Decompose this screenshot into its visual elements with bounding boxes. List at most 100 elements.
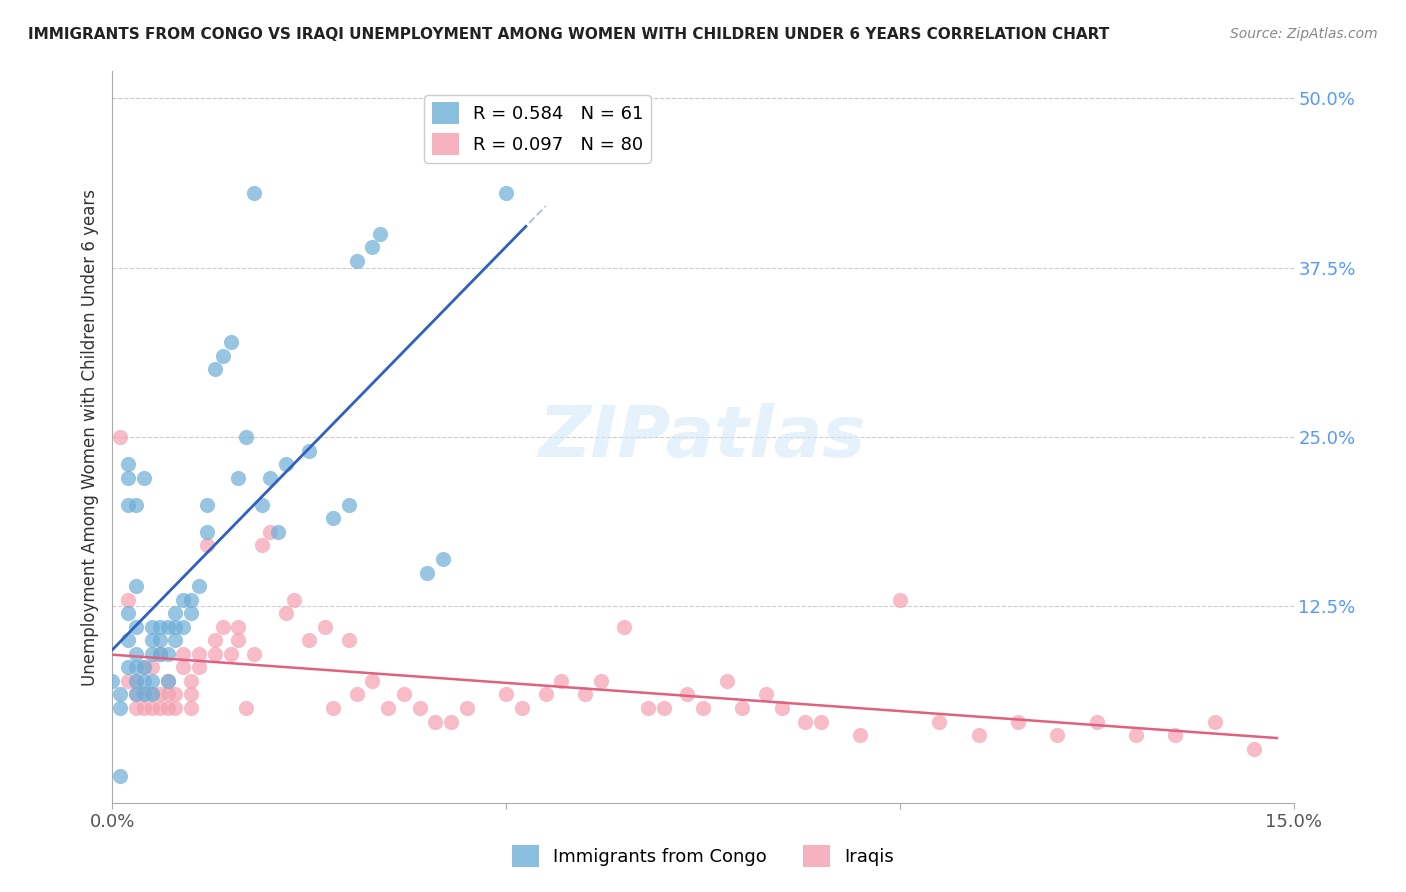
- Point: [322, 511, 344, 525]
- Point: [110, 769, 132, 783]
- Point: [141, 633, 163, 648]
- Point: [117, 660, 139, 674]
- Point: [125, 688, 148, 702]
- Point: [156, 701, 179, 715]
- Point: [125, 701, 148, 715]
- Point: [314, 620, 336, 634]
- Point: [165, 606, 187, 620]
- Point: [117, 673, 139, 688]
- Point: [219, 335, 242, 350]
- Point: [692, 701, 714, 715]
- Point: [141, 688, 163, 702]
- Point: [495, 688, 517, 702]
- Point: [180, 592, 202, 607]
- Point: [235, 430, 257, 444]
- Point: [534, 688, 557, 702]
- Point: [228, 633, 250, 648]
- Point: [125, 660, 148, 674]
- Point: [125, 647, 148, 661]
- Point: [889, 592, 911, 607]
- Point: [110, 701, 132, 715]
- Point: [156, 688, 179, 702]
- Point: [250, 498, 273, 512]
- Point: [337, 633, 360, 648]
- Point: [298, 633, 321, 648]
- Point: [377, 701, 399, 715]
- Point: [228, 471, 250, 485]
- Point: [180, 701, 202, 715]
- Point: [1046, 728, 1069, 742]
- Point: [132, 660, 155, 674]
- Point: [204, 362, 226, 376]
- Point: [101, 673, 124, 688]
- Point: [149, 620, 172, 634]
- Point: [416, 566, 439, 580]
- Point: [613, 620, 636, 634]
- Point: [195, 538, 218, 552]
- Point: [132, 660, 155, 674]
- Point: [141, 673, 163, 688]
- Point: [392, 688, 415, 702]
- Point: [165, 701, 187, 715]
- Point: [1243, 741, 1265, 756]
- Point: [132, 688, 155, 702]
- Point: [204, 633, 226, 648]
- Point: [117, 633, 139, 648]
- Point: [243, 186, 266, 201]
- Point: [346, 254, 368, 268]
- Point: [928, 714, 950, 729]
- Point: [716, 673, 738, 688]
- Point: [368, 227, 391, 241]
- Point: [132, 688, 155, 702]
- Point: [1085, 714, 1108, 729]
- Point: [180, 606, 202, 620]
- Point: [755, 688, 778, 702]
- Point: [125, 620, 148, 634]
- Text: IMMIGRANTS FROM CONGO VS IRAQI UNEMPLOYMENT AMONG WOMEN WITH CHILDREN UNDER 6 YE: IMMIGRANTS FROM CONGO VS IRAQI UNEMPLOYM…: [28, 27, 1109, 42]
- Point: [195, 498, 218, 512]
- Point: [165, 688, 187, 702]
- Point: [967, 728, 990, 742]
- Point: [243, 647, 266, 661]
- Point: [149, 701, 172, 715]
- Point: [1125, 728, 1147, 742]
- Point: [676, 688, 699, 702]
- Point: [156, 673, 179, 688]
- Point: [149, 688, 172, 702]
- Point: [456, 701, 478, 715]
- Point: [432, 552, 454, 566]
- Point: [1204, 714, 1226, 729]
- Point: [188, 647, 211, 661]
- Point: [204, 647, 226, 661]
- Point: [188, 660, 211, 674]
- Point: [574, 688, 596, 702]
- Point: [132, 673, 155, 688]
- Point: [849, 728, 872, 742]
- Y-axis label: Unemployment Among Women with Children Under 6 years: Unemployment Among Women with Children U…: [80, 188, 98, 686]
- Legend: Immigrants from Congo, Iraqis: Immigrants from Congo, Iraqis: [505, 838, 901, 874]
- Point: [125, 498, 148, 512]
- Point: [250, 538, 273, 552]
- Point: [589, 673, 612, 688]
- Point: [274, 606, 297, 620]
- Point: [180, 688, 202, 702]
- Point: [770, 701, 793, 715]
- Point: [117, 457, 139, 471]
- Point: [172, 647, 194, 661]
- Point: [211, 620, 233, 634]
- Point: [219, 647, 242, 661]
- Point: [259, 471, 281, 485]
- Point: [141, 701, 163, 715]
- Point: [156, 673, 179, 688]
- Point: [141, 688, 163, 702]
- Point: [510, 701, 533, 715]
- Point: [495, 186, 517, 201]
- Point: [346, 688, 368, 702]
- Point: [408, 701, 430, 715]
- Point: [794, 714, 817, 729]
- Point: [156, 647, 179, 661]
- Point: [172, 660, 194, 674]
- Point: [125, 688, 148, 702]
- Point: [125, 673, 148, 688]
- Point: [149, 633, 172, 648]
